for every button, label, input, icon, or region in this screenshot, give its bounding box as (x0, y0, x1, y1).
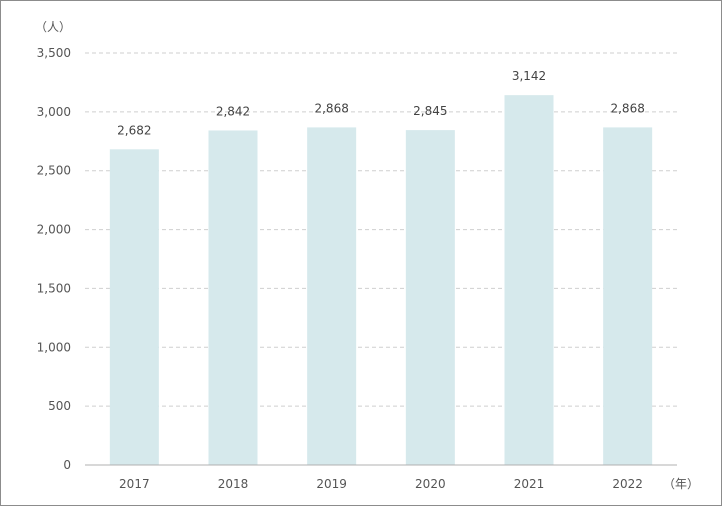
y-tick-label: 3,000 (37, 105, 71, 119)
bar-value-label: 2,842 (216, 104, 250, 118)
y-tick-label: 0 (63, 458, 71, 472)
x-tick-label: 2019 (316, 477, 347, 491)
x-axis-ticks: 2017 2018 2019 2020 2021 2022 (119, 477, 643, 491)
y-axis-ticks: 0 500 1,000 1,500 2,000 2,500 3,000 3,500 (37, 46, 71, 472)
x-tick-label: 2018 (218, 477, 249, 491)
y-axis-unit-label: （人） (35, 20, 71, 34)
bar-value-label: 2,868 (610, 101, 644, 115)
x-tick-label: 2017 (119, 477, 150, 491)
bar (405, 130, 455, 466)
bar-value-label: 2,868 (314, 101, 348, 115)
bars (109, 95, 653, 466)
bar (208, 130, 258, 465)
x-axis-unit-label: （年） (663, 477, 699, 491)
y-tick-label: 2,000 (37, 223, 71, 237)
data-labels: 2,682 2,842 2,868 2,845 3,142 2,868 (117, 69, 645, 137)
y-tick-label: 1,500 (37, 281, 71, 295)
bar-value-label: 2,845 (413, 104, 447, 118)
bar (603, 127, 653, 465)
y-tick-label: 1,000 (37, 340, 71, 354)
bar-value-label: 3,142 (512, 69, 546, 83)
bar (504, 95, 554, 465)
bar-value-label: 2,682 (117, 123, 151, 137)
y-tick-label: 500 (48, 399, 71, 413)
grid-lines (85, 52, 677, 407)
x-tick-label: 2020 (415, 477, 446, 491)
bar (307, 127, 357, 465)
y-tick-label: 3,500 (37, 46, 71, 60)
y-tick-label: 2,500 (37, 164, 71, 178)
bar (109, 149, 159, 465)
x-tick-label: 2021 (514, 477, 545, 491)
x-tick-label: 2022 (612, 477, 643, 491)
